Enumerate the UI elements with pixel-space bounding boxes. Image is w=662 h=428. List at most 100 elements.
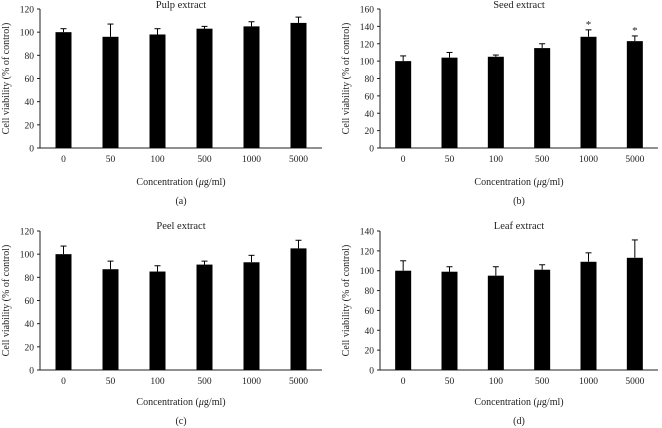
x-tick-label: 1000 (242, 155, 261, 165)
x-tick-label: 100 (489, 155, 504, 165)
y-tick-label: 60 (365, 92, 375, 102)
y-tick-label: 120 (20, 6, 35, 16)
y-tick-label: 100 (360, 58, 375, 68)
y-tick-label: 140 (360, 23, 375, 33)
y-tick-label: 20 (365, 127, 375, 137)
y-axis-label: Cell viability (% of control) (1, 245, 12, 357)
y-tick-label: 20 (365, 347, 375, 357)
panel-label: (b) (513, 196, 525, 207)
bar (290, 248, 307, 370)
x-tick-label: 0 (61, 155, 66, 165)
y-tick-label: 60 (365, 307, 375, 317)
chart-panel-3: 0 20 40 60 80 100 120 0 50 100 500 1000 5000 Peel ext… (1, 221, 322, 427)
x-tick-label: 0 (401, 377, 406, 387)
y-tick-label: 20 (25, 343, 35, 353)
y-tick-label: 120 (360, 247, 375, 257)
y-tick-label: 40 (25, 320, 35, 330)
x-axis-label: Concentration (μg/ml) (474, 397, 563, 408)
bar (102, 269, 119, 370)
x-tick-label: 500 (535, 155, 550, 165)
x-tick-label: 100 (489, 377, 504, 387)
significance-marker: * (632, 25, 638, 37)
bar (626, 257, 643, 370)
panel-label: (a) (175, 196, 186, 207)
chart-title: Peel extract (156, 221, 205, 232)
y-tick-label: 100 (20, 29, 35, 39)
y-tick-label: 20 (25, 121, 35, 131)
y-tick-label: 0 (29, 367, 34, 377)
x-tick-label: 0 (61, 377, 66, 387)
y-tick-label: 80 (25, 274, 35, 284)
x-tick-label: 50 (445, 155, 455, 165)
bar (395, 61, 412, 148)
x-tick-label: 1000 (579, 377, 598, 387)
bar (580, 261, 597, 370)
bar (149, 34, 166, 148)
y-tick-label: 120 (20, 228, 35, 238)
x-tick-label: 5000 (289, 377, 308, 387)
y-tick-label: 60 (25, 75, 35, 85)
chart-panel-1: 0 20 40 60 80 100 120 0 50 100 500 1000 5000 Pulp ext… (1, 0, 322, 207)
y-tick-label: 80 (25, 52, 35, 62)
y-axis-label: Cell viability (% of control) (1, 23, 12, 135)
bar (626, 41, 643, 148)
y-tick-label: 160 (360, 6, 375, 16)
x-tick-label: 0 (401, 155, 406, 165)
bar (243, 26, 260, 148)
bar (55, 32, 72, 148)
y-tick-label: 100 (20, 251, 35, 261)
x-tick-label: 50 (106, 377, 116, 387)
panel-label: (d) (513, 416, 525, 427)
bar (243, 262, 260, 370)
x-tick-label: 500 (197, 377, 212, 387)
x-tick-label: 500 (535, 377, 550, 387)
bar (487, 56, 504, 148)
y-axis-label: Cell viability (% of control) (341, 245, 352, 357)
x-tick-label: 5000 (625, 377, 644, 387)
chart-panel-2: 0 20 40 60 80 100 120 140 160 0 50 100 500 * 1000 * 5000… (341, 0, 658, 207)
y-tick-label: 80 (365, 287, 375, 297)
x-axis-label: Concentration (μg/ml) (136, 177, 225, 188)
x-tick-label: 100 (150, 377, 165, 387)
bar (102, 36, 119, 148)
y-tick-label: 40 (365, 110, 375, 120)
chart-title: Leaf extract (494, 221, 545, 232)
x-tick-label: 50 (445, 377, 455, 387)
y-tick-label: 100 (360, 267, 375, 277)
chart-panel-4: 0 20 40 60 80 100 120 140 0 50 100 500 1000 5000 Leaf … (341, 221, 658, 427)
bar (290, 22, 307, 148)
x-tick-label: 500 (197, 155, 212, 165)
bar (196, 264, 213, 370)
bar (55, 254, 72, 370)
y-tick-label: 40 (365, 327, 375, 337)
x-tick-label: 100 (150, 155, 165, 165)
bar (441, 57, 458, 148)
x-tick-label: 5000 (289, 155, 308, 165)
y-axis-label: Cell viability (% of control) (341, 23, 352, 135)
y-tick-label: 80 (365, 75, 375, 85)
y-tick-label: 0 (369, 367, 374, 377)
bar (149, 271, 166, 370)
bar (441, 271, 458, 370)
x-axis-label: Concentration (μg/ml) (136, 397, 225, 408)
y-tick-label: 60 (25, 297, 35, 307)
panel-label: (c) (175, 416, 186, 427)
y-tick-label: 40 (25, 98, 35, 108)
x-tick-label: 1000 (579, 155, 598, 165)
bar (196, 28, 213, 148)
y-tick-label: 140 (360, 228, 375, 238)
y-tick-label: 0 (369, 145, 374, 155)
x-tick-label: 50 (106, 155, 116, 165)
chart-title: Seed extract (493, 0, 545, 11)
bar (395, 270, 412, 370)
bar (580, 36, 597, 148)
significance-marker: * (586, 19, 592, 31)
bar (487, 275, 504, 370)
x-axis-label: Concentration (μg/ml) (474, 177, 563, 188)
chart-title: Pulp extract (156, 0, 207, 11)
bar (534, 269, 551, 370)
y-tick-label: 0 (29, 145, 34, 155)
bar (534, 48, 551, 148)
y-tick-label: 120 (360, 40, 375, 50)
